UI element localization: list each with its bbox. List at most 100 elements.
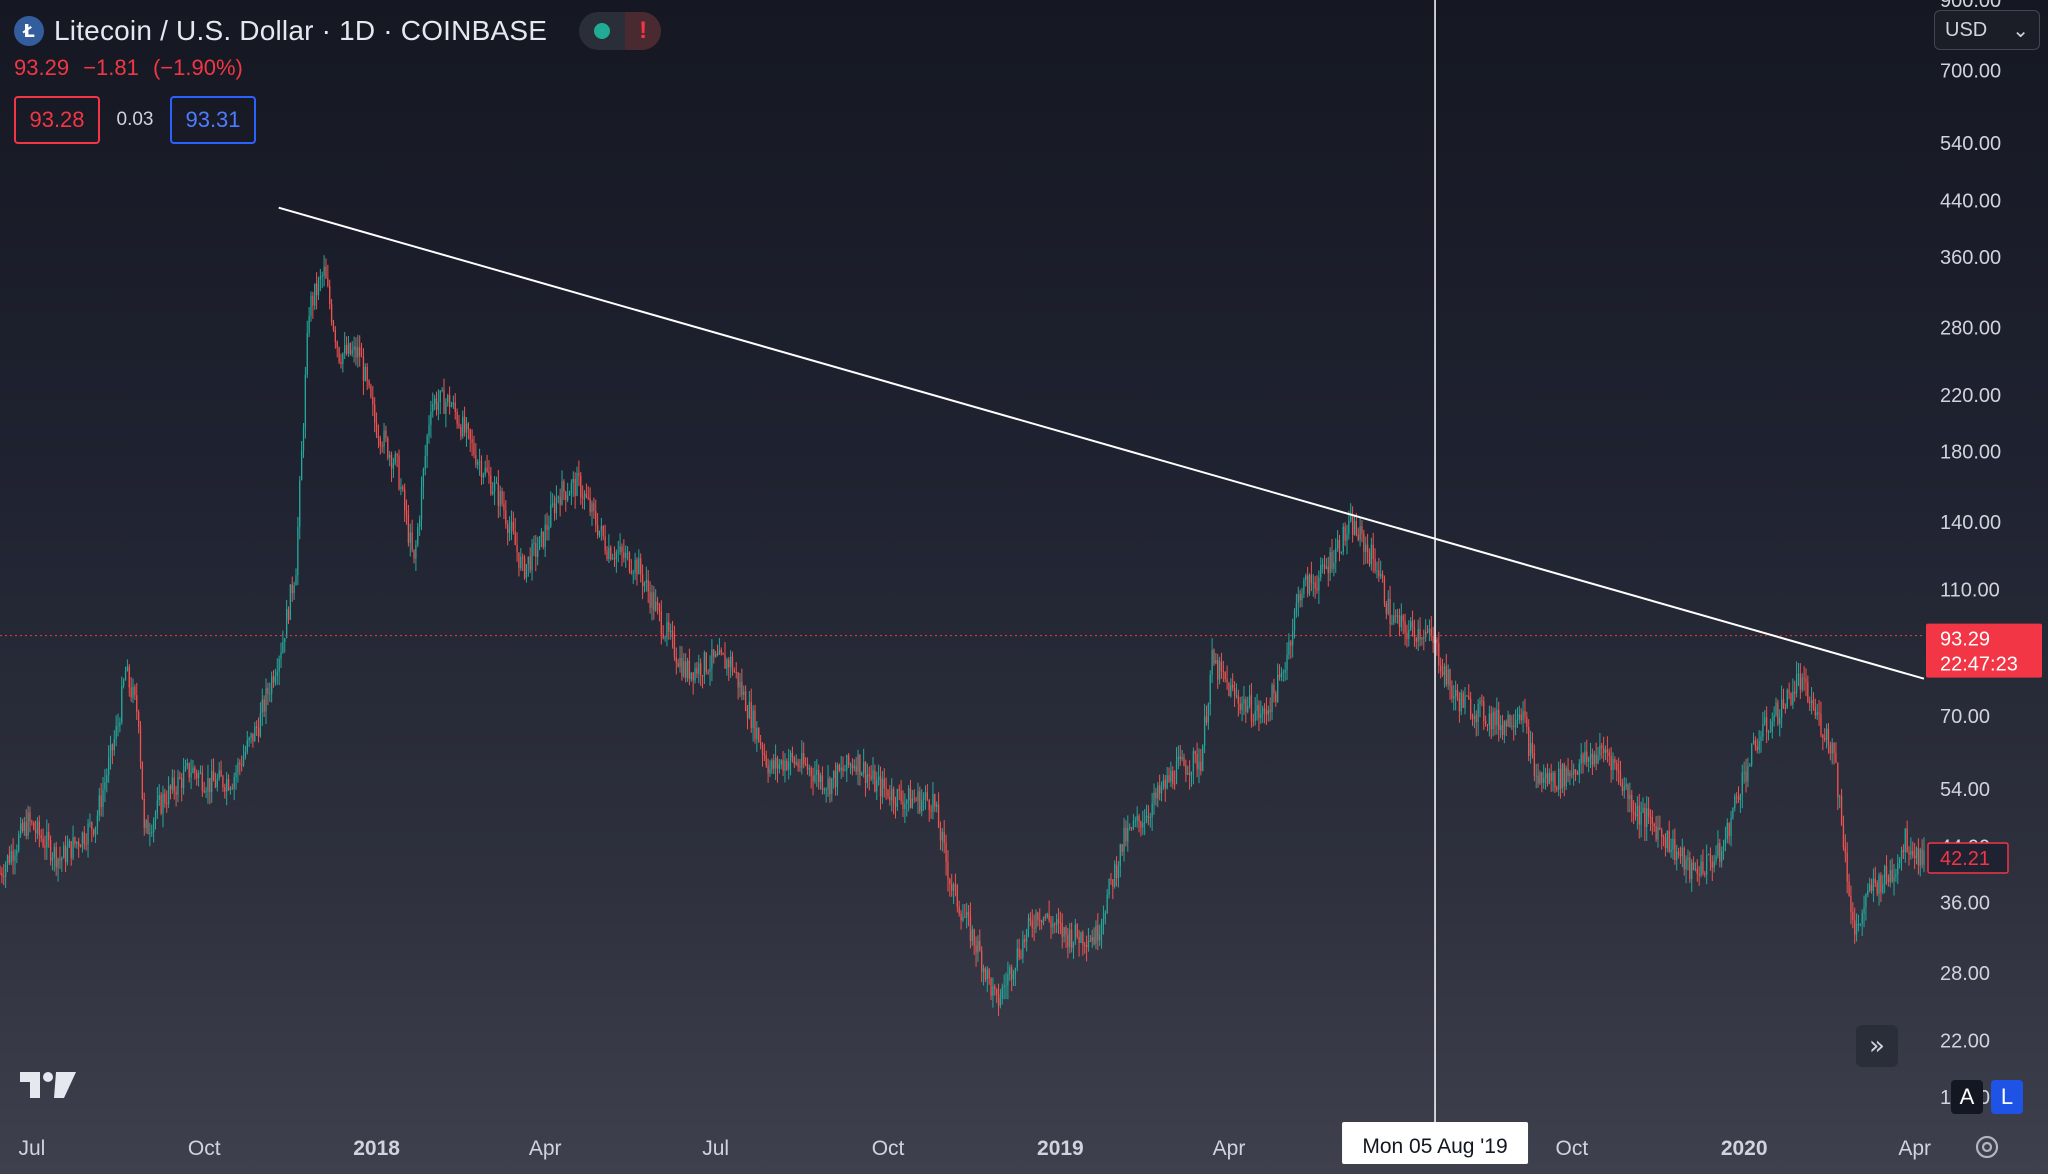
candle-body xyxy=(443,389,445,414)
candle-body xyxy=(463,416,466,433)
candle-body xyxy=(340,361,342,364)
candle-body xyxy=(1063,927,1065,937)
candle-body xyxy=(997,994,1000,1006)
trendline[interactable] xyxy=(278,206,1925,680)
candle-body xyxy=(788,761,790,770)
candle-body xyxy=(724,654,726,669)
candle-body xyxy=(38,821,40,836)
candle-body xyxy=(366,366,368,381)
candle-body xyxy=(812,775,814,782)
candle-body xyxy=(988,969,990,979)
candle-body xyxy=(1134,820,1136,822)
candle-body xyxy=(433,398,436,404)
candle-body xyxy=(1451,686,1453,699)
buy-button[interactable]: 93.31 xyxy=(170,96,256,144)
candle-body xyxy=(1203,716,1206,746)
candle-body xyxy=(731,656,734,672)
candle-body xyxy=(372,397,374,405)
candle-body xyxy=(222,776,224,788)
candle-body xyxy=(186,763,188,766)
alert-icon[interactable]: ! xyxy=(625,12,662,50)
candle-body xyxy=(1490,713,1492,730)
candle-body xyxy=(773,760,775,769)
candle-body xyxy=(342,353,344,364)
candle-body xyxy=(797,762,799,767)
candle-body xyxy=(1119,844,1121,867)
candle-body xyxy=(1211,650,1213,675)
time-tick-label: Apr xyxy=(1898,1137,1931,1160)
alt-price-tag: 42.21 xyxy=(1927,842,2009,874)
candle-body xyxy=(750,702,752,729)
candle-body xyxy=(525,564,528,578)
candle-body xyxy=(1198,761,1200,770)
candle-body xyxy=(287,608,290,620)
candle-body xyxy=(1683,848,1685,870)
tradingview-logo-icon[interactable] xyxy=(18,1068,78,1102)
candle-body xyxy=(1380,574,1382,577)
candle-body xyxy=(147,820,149,834)
candle-body xyxy=(96,815,99,827)
candle-body xyxy=(662,633,664,638)
candle-body xyxy=(152,820,155,833)
crosshair-date-tag: Mon 05 Aug '19 xyxy=(1342,1122,1529,1164)
candle-body xyxy=(256,726,258,729)
candle-body xyxy=(870,776,872,779)
candle-body xyxy=(1245,699,1247,712)
auto-scale-button[interactable]: A xyxy=(1951,1080,1983,1114)
candle-body xyxy=(1739,794,1742,801)
candle-body xyxy=(655,601,657,611)
candle-body xyxy=(514,531,516,546)
price-axis[interactable]: 900.00 700.00 540.00 440.00 360.00 280.00 220.… xyxy=(1940,0,2001,1109)
candle-body xyxy=(418,519,421,527)
candle-body xyxy=(462,416,464,437)
candle-body xyxy=(589,498,591,513)
market-status-pill[interactable]: ! xyxy=(579,12,662,50)
candle-body xyxy=(94,826,97,835)
candle-body xyxy=(179,777,181,779)
candle-body xyxy=(518,552,520,569)
candle-body xyxy=(413,549,415,559)
settings-icon[interactable] xyxy=(1972,1132,2002,1162)
candle-body xyxy=(1537,775,1539,784)
candle-body xyxy=(211,770,213,793)
candle-body xyxy=(1288,641,1290,655)
candle-body xyxy=(1809,701,1811,704)
candle-body xyxy=(538,536,541,550)
candle-body xyxy=(1516,719,1519,721)
candle-body xyxy=(1601,745,1603,749)
sell-button[interactable]: 93.28 xyxy=(14,96,100,144)
log-scale-button[interactable]: L xyxy=(1991,1080,2023,1114)
candle-body xyxy=(833,771,835,779)
candle-body xyxy=(1784,708,1787,710)
scroll-to-realtime-button[interactable]: » xyxy=(1856,1025,1898,1067)
candle-body xyxy=(1486,724,1489,726)
candle-body xyxy=(10,851,12,863)
candle-body xyxy=(1014,967,1017,975)
candle-body xyxy=(625,553,627,558)
symbol-header[interactable]: Ł Litecoin / U.S. Dollar · 1D · COINBASE… xyxy=(14,12,662,50)
candle-body xyxy=(1588,757,1590,762)
candle-body xyxy=(529,556,531,571)
time-axis[interactable]: JulOct2018AprJulOct2019AprJulOct2020Apr xyxy=(18,1137,1931,1160)
candle-body xyxy=(1440,665,1442,672)
candle-body xyxy=(1262,708,1264,715)
candle-body xyxy=(308,316,310,333)
candle-body xyxy=(1333,562,1335,569)
candle-body xyxy=(758,728,760,743)
candle-body xyxy=(922,797,925,801)
candle-body xyxy=(229,788,232,790)
candle-body xyxy=(765,755,767,766)
price-tick-label: 180.00 xyxy=(1940,441,2001,463)
candle-body xyxy=(1050,920,1052,928)
candle-body xyxy=(493,482,496,492)
candle-body xyxy=(1612,759,1614,771)
candle-body xyxy=(1363,533,1365,552)
candle-body xyxy=(435,398,438,410)
candle-body xyxy=(906,800,908,804)
candle-body xyxy=(1153,792,1155,804)
currency-select[interactable]: USD ⌄ xyxy=(1934,10,2040,50)
candle-body xyxy=(1127,827,1129,842)
candle-body xyxy=(823,789,825,791)
symbol-title[interactable]: Litecoin / U.S. Dollar · 1D · COINBASE xyxy=(54,15,548,46)
